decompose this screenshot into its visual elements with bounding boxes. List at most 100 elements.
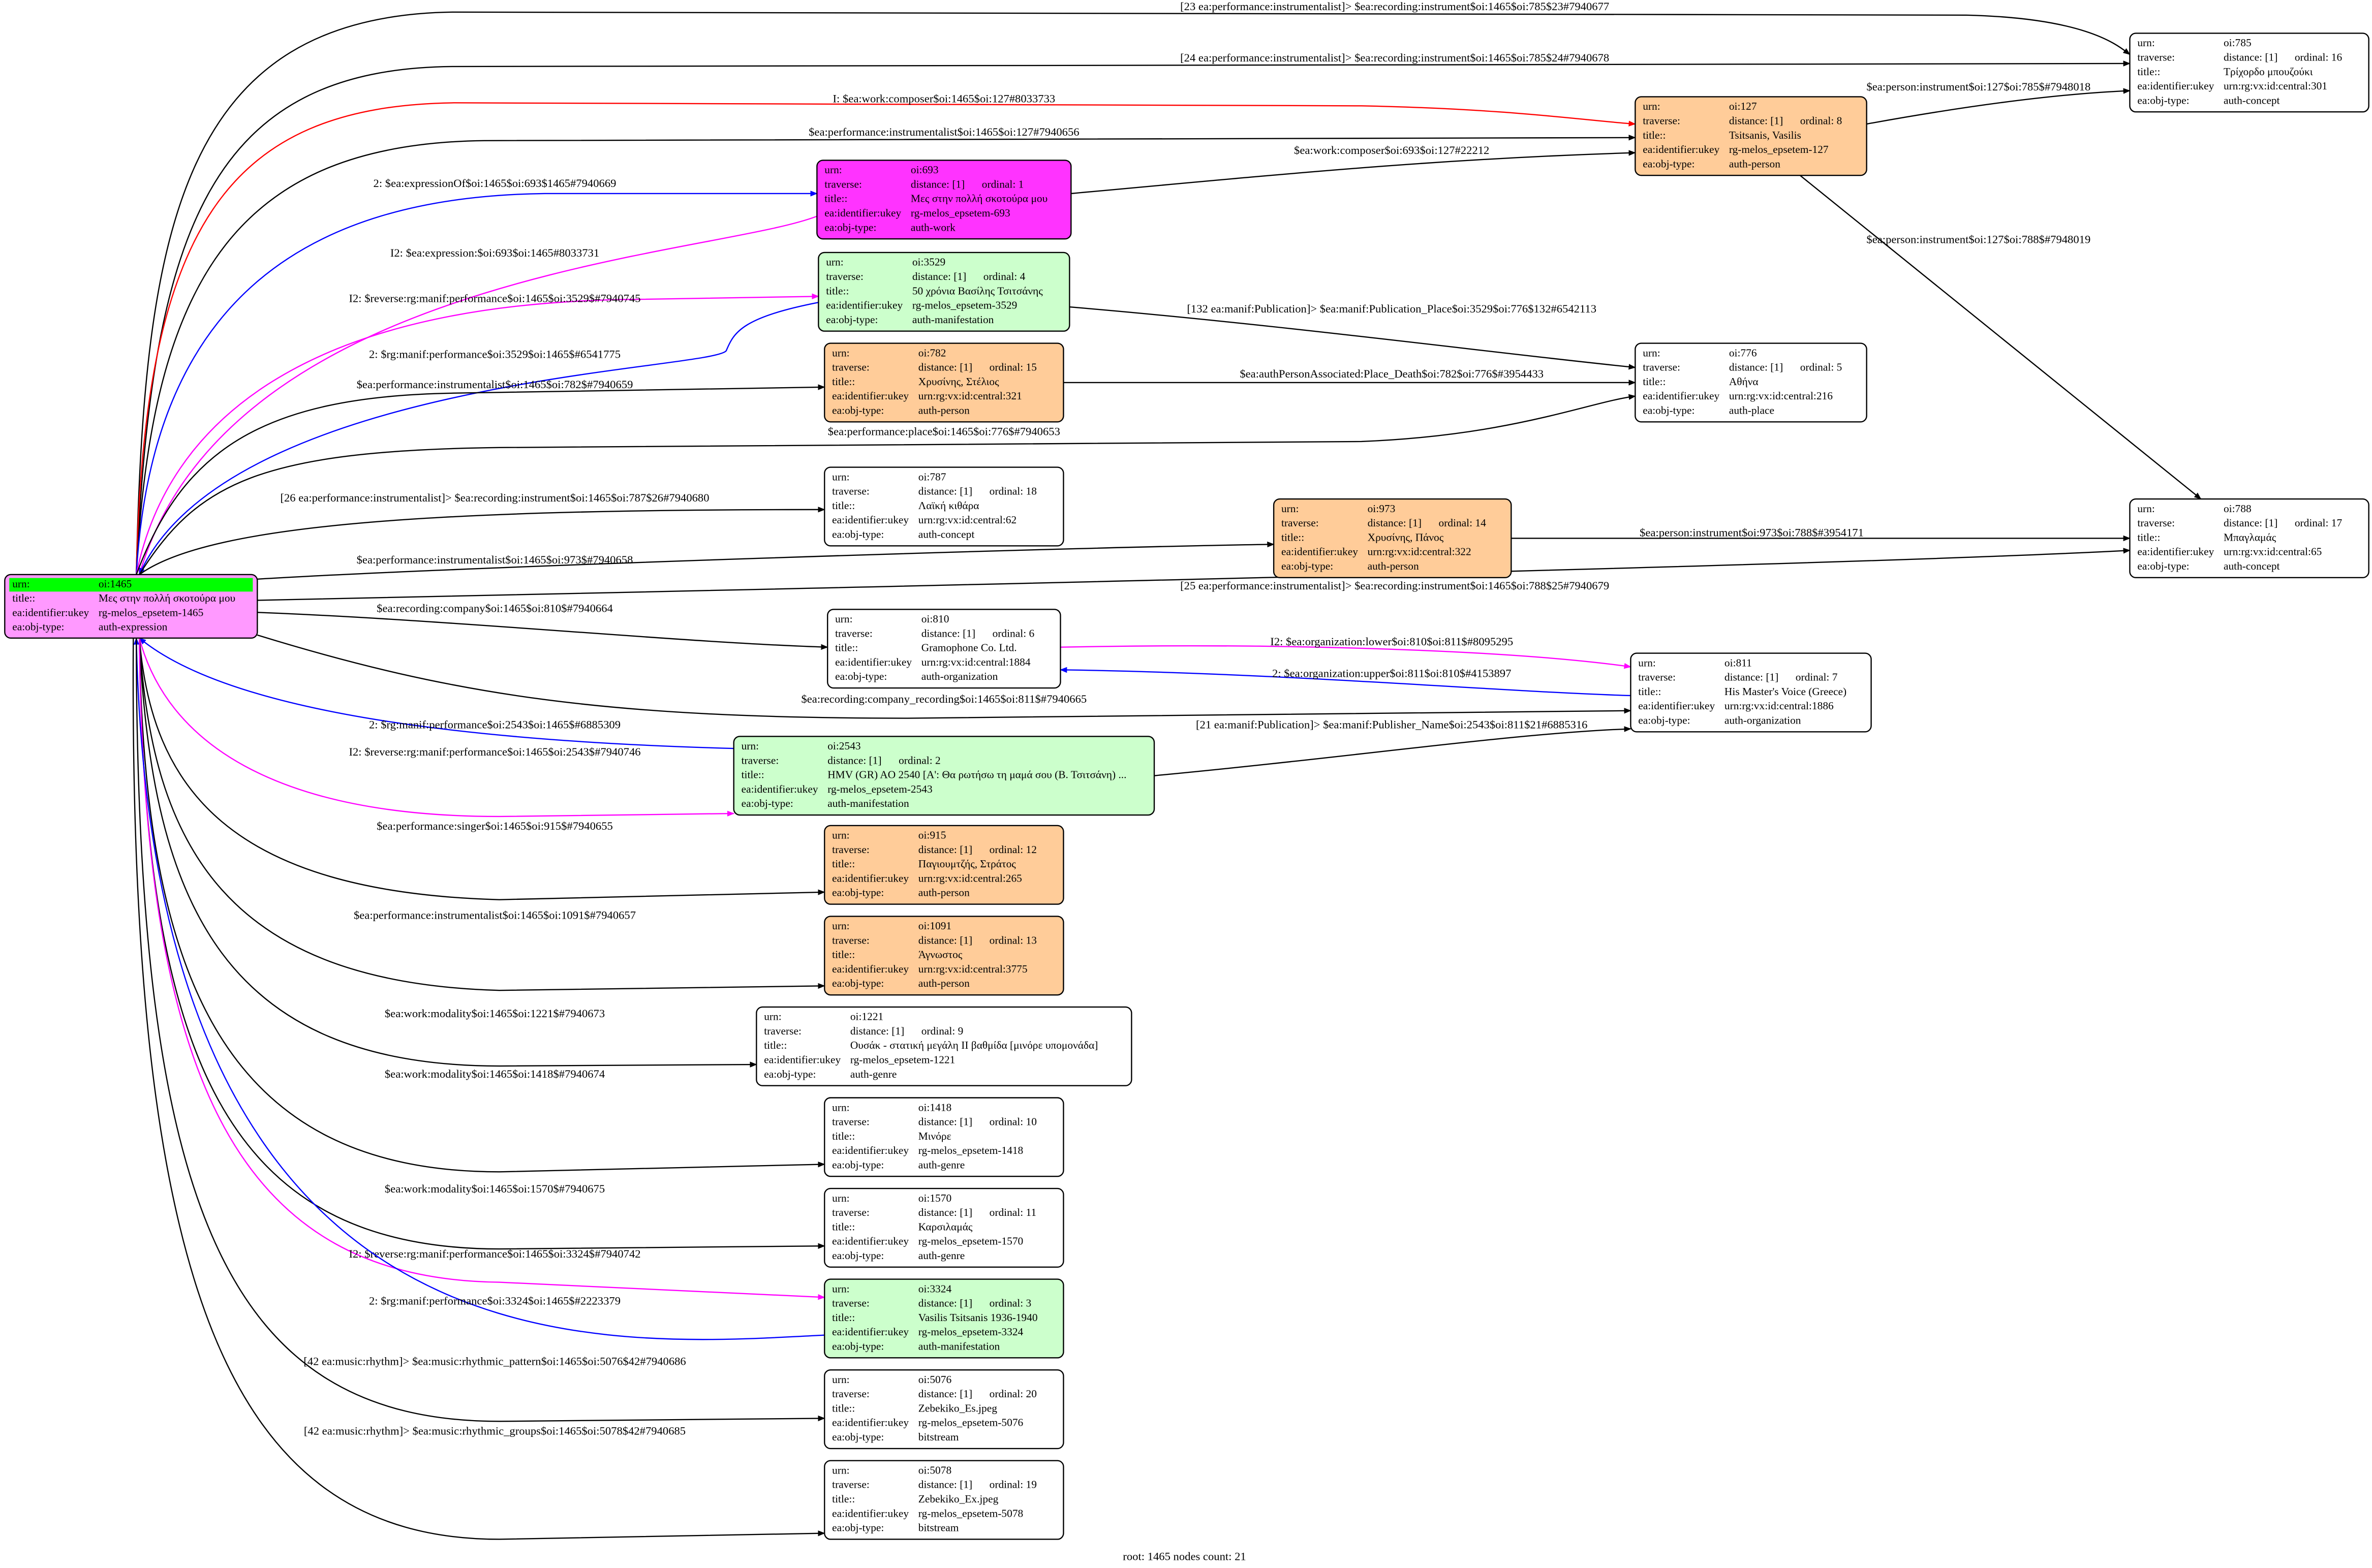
edge — [138, 638, 825, 900]
edge-label: [26 ea:performance:instrumentalist]> $ea… — [280, 491, 709, 504]
row-value: auth-organization — [1724, 714, 1801, 726]
row-key: ea:identifier:ukey — [12, 606, 89, 618]
row-value: rg-melos_epsetem-1418 — [918, 1144, 1023, 1156]
row-value: ordinal: 2 — [899, 754, 941, 766]
row-key: title:: — [832, 858, 855, 870]
edge-label: [21 ea:manif:Publication]> $ea:manif:Pub… — [1196, 718, 1587, 731]
node-box — [2129, 498, 2369, 578]
row-key: ea:identifier:ukey — [1643, 390, 1719, 402]
row-key: traverse: — [764, 1025, 802, 1037]
row-key: ea:obj-type: — [2137, 94, 2189, 106]
row-key: title:: — [832, 1311, 855, 1324]
row-value: ordinal: 8 — [1800, 114, 1842, 127]
row-value: rg-melos_epsetem-1221 — [850, 1054, 955, 1066]
node: urn: oi:1418 traverse: distance: [1] ordinal… — [824, 1097, 1064, 1177]
node: urn: oi:3324 traverse: distance: [1] ordinal… — [824, 1278, 1064, 1359]
edge-label: $ea:person:instrument$oi:127$oi:785$#794… — [1866, 80, 2090, 93]
row-value: distance: [1] — [918, 485, 972, 497]
row-value: ordinal: 7 — [1796, 671, 1838, 683]
row-key: traverse: — [824, 178, 862, 190]
row-key: ea:obj-type: — [1281, 560, 1333, 572]
row-value: oi:782 — [918, 347, 946, 359]
row-value: Παγιουμτζής, Στράτος — [918, 858, 1016, 870]
row-value: ordinal: 11 — [990, 1206, 1037, 1218]
edge-label: $ea:recording:company$oi:1465$oi:810$#79… — [377, 602, 613, 614]
edge — [257, 548, 2131, 601]
node-box — [733, 736, 1155, 816]
row-value: Μες στην πολλή σκοτούρα μου — [911, 193, 1048, 205]
row-value: urn:rg:vx:id:central:65 — [2224, 546, 2322, 558]
node-box — [1273, 498, 1512, 578]
row-value: auth-genre — [850, 1068, 897, 1080]
row-value: rg-melos_epsetem-693 — [911, 207, 1010, 219]
row-value: auth-genre — [918, 1249, 965, 1262]
row-value: ordinal: 17 — [2295, 517, 2343, 529]
row-value: oi:811 — [1724, 656, 1752, 669]
row-key: ea:identifier:ukey — [832, 1507, 909, 1519]
row-key: ea:identifier:ukey — [1281, 546, 1358, 558]
row-value: distance: [1] — [2224, 517, 2277, 529]
edge-label: [23 ea:performance:instrumentalist]> $ea… — [1180, 0, 1609, 13]
row-key: ea:obj-type: — [832, 528, 884, 540]
row-value: auth-concept — [2224, 94, 2280, 106]
edge-label: [24 ea:performance:instrumentalist]> $ea… — [1180, 51, 1609, 64]
row-value: ordinal: 6 — [993, 627, 1035, 639]
row-value: urn:rg:vx:id:central:265 — [918, 872, 1022, 884]
row-key: title:: — [835, 642, 858, 654]
edge-label: $ea:performance:instrumentalist$oi:1465$… — [357, 553, 633, 566]
edge-label: $ea:recording:company_recording$oi:1465$… — [801, 693, 1087, 705]
row-key: ea:obj-type: — [826, 313, 878, 326]
row-key: title:: — [1643, 129, 1666, 141]
row-key: title:: — [12, 592, 35, 604]
row-value: distance: [1] — [918, 361, 972, 373]
row-value: ordinal: 9 — [921, 1025, 964, 1037]
edge — [138, 215, 817, 576]
node-box — [816, 160, 1072, 240]
edge — [1069, 306, 1636, 370]
row-key: ea:obj-type: — [832, 1158, 884, 1171]
row-value: oi:2543 — [827, 740, 860, 752]
row-key: urn: — [824, 164, 842, 176]
node-header — [9, 578, 253, 592]
row-key: title:: — [824, 193, 847, 205]
row-value: ordinal: 12 — [990, 843, 1037, 856]
edge-label: $ea:person:instrument$oi:973$oi:788$#395… — [1640, 526, 1864, 539]
row-key: title:: — [764, 1039, 787, 1051]
row-value: ordinal: 15 — [990, 361, 1037, 373]
row-value: auth-place — [1729, 404, 1774, 416]
node: urn: oi:1091 traverse: distance: [1] ordinal… — [824, 916, 1064, 996]
row-value: auth-manifestation — [918, 1340, 1000, 1352]
row-key: title:: — [1643, 375, 1666, 388]
edge — [1799, 175, 2202, 499]
row-key: title:: — [832, 1493, 855, 1505]
row-value: urn:rg:vx:id:central:301 — [2224, 80, 2327, 92]
row-key: ea:obj-type: — [832, 1249, 884, 1262]
edge-label: 2: $rg:manif:performance$oi:3529$oi:1465… — [369, 348, 621, 361]
row-value: auth-concept — [2224, 560, 2280, 572]
row-value: distance: [1] — [911, 178, 965, 190]
edge-label: 2: $ea:expressionOf$oi:1465$oi:693$1465#… — [374, 177, 617, 190]
edge-label: [42 ea:music:rhythm]> $ea:music:rhythmic… — [304, 1424, 686, 1437]
row-value: Αθήνα — [1729, 375, 1759, 388]
row-key: title:: — [832, 1220, 855, 1233]
row-key: traverse: — [832, 1116, 870, 1128]
row-value: ordinal: 18 — [990, 485, 1037, 497]
row-value: rg-melos_epsetem-1570 — [918, 1235, 1023, 1247]
edge — [1866, 88, 2131, 125]
row-key: ea:identifier:ukey — [832, 1417, 909, 1429]
row-key: title:: — [2137, 66, 2160, 78]
row-value: ordinal: 5 — [1800, 361, 1842, 373]
row-key: urn: — [832, 471, 849, 483]
row-value: auth-person — [918, 404, 970, 416]
row-key: ea:identifier:ukey — [835, 656, 912, 668]
row-key: urn: — [832, 1464, 849, 1476]
row-value: bitstream — [918, 1431, 959, 1443]
node: urn: oi:5078 traverse: distance: [1] ordinal… — [824, 1460, 1064, 1540]
row-key: title:: — [2137, 531, 2160, 543]
row-key: ea:obj-type: — [824, 221, 876, 233]
row-value: Gramophone Co. Ltd. — [921, 642, 1017, 654]
row-key: traverse: — [742, 754, 779, 766]
edge — [139, 638, 735, 818]
